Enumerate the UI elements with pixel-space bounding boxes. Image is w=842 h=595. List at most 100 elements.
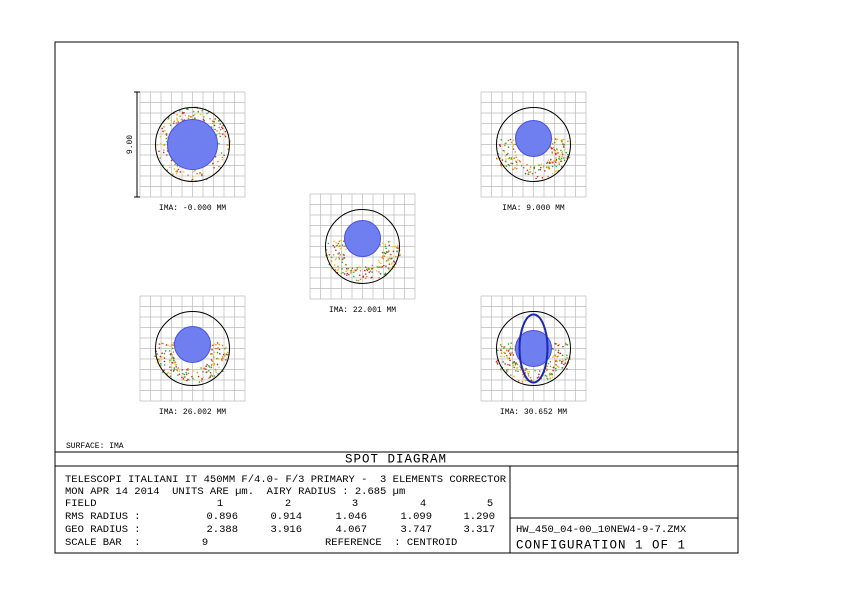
spot-dot <box>512 143 515 146</box>
spot-dot <box>214 368 217 371</box>
spot-dot <box>554 170 557 173</box>
spot-dot <box>162 144 165 146</box>
spot-dot <box>558 161 560 164</box>
spot-dot <box>551 160 553 163</box>
spot-dot <box>507 343 510 345</box>
spot-dot <box>206 363 208 366</box>
spot-dot <box>213 356 215 359</box>
info-line: MON APR 14 2014 UNITS ARE µm. AIRY RADIU… <box>65 486 405 498</box>
spot-dot <box>566 343 569 346</box>
spot-dot <box>380 262 382 265</box>
spot-dot <box>385 250 388 253</box>
spot-dot <box>512 364 514 367</box>
spot-dot <box>500 165 503 168</box>
row-label: GEO RADIUS : <box>65 524 141 536</box>
spot-dot <box>558 163 561 165</box>
row-value: 1.046 <box>335 511 367 523</box>
spot-dot <box>184 379 186 382</box>
spot-dot <box>387 267 390 270</box>
spot-dot <box>175 170 177 173</box>
spot-dot <box>388 263 391 265</box>
spot-dot <box>552 369 554 372</box>
spot-dot <box>508 357 511 360</box>
spot-dot <box>512 148 515 150</box>
spot-dot <box>196 371 199 374</box>
spot-dot <box>502 149 505 152</box>
spot-dot <box>505 348 508 351</box>
spot-dot <box>217 120 220 122</box>
spot-dot <box>182 111 184 114</box>
spot-dot <box>158 358 161 361</box>
spot-dot <box>167 371 170 374</box>
spot-dot <box>187 378 189 381</box>
spot-dot <box>159 362 162 365</box>
spot-dot <box>340 239 342 242</box>
spot-dot <box>358 274 361 276</box>
field-label: FIELD <box>65 498 97 510</box>
spot-dot <box>555 359 558 362</box>
spot-dot <box>509 353 512 356</box>
spot-dot <box>542 166 545 169</box>
spot-dot <box>561 354 564 357</box>
spot-dot <box>382 257 385 260</box>
spot-dot <box>359 278 362 281</box>
spot-dot <box>509 346 512 348</box>
spot-dot <box>561 358 564 360</box>
spot-dot <box>345 270 347 273</box>
spot-dot <box>218 352 221 355</box>
spot-dot <box>532 380 534 382</box>
spot-dot <box>526 169 529 172</box>
spot-dot <box>553 149 556 151</box>
table: 1 2 3 4 5 RMS RADIUS : 0.896 0.914 1.046 1.099 1.2… <box>65 498 495 536</box>
spot-dot <box>560 165 563 168</box>
spot-dot <box>213 363 216 365</box>
airy-disc <box>155 107 230 182</box>
spot-dot <box>504 160 507 163</box>
spot-dot <box>538 373 540 376</box>
spot-dot <box>187 117 190 120</box>
spot-dot <box>163 360 166 363</box>
spot-dot <box>541 176 544 179</box>
spot-dot <box>347 268 349 271</box>
spot-dot <box>197 375 200 378</box>
spot-dot <box>557 152 560 154</box>
spot-dot <box>338 256 340 259</box>
spot-dot <box>345 248 347 251</box>
spot-dot <box>503 347 505 349</box>
spot-dot <box>371 264 374 267</box>
spot-dot <box>339 254 342 256</box>
spot-dot <box>553 159 556 162</box>
spot-dot <box>193 113 196 116</box>
spot-dot <box>179 171 182 173</box>
spot-dot <box>343 273 346 275</box>
spot-dot <box>389 267 391 270</box>
spot-dot <box>381 251 384 254</box>
field-number: 4 <box>420 498 426 510</box>
spot-dot <box>359 270 362 272</box>
spot-dot <box>496 361 499 364</box>
spot-dot <box>510 374 512 376</box>
spot-dot <box>338 252 340 254</box>
spot-dot <box>352 271 355 274</box>
spot-dot <box>365 275 368 278</box>
spot-dot <box>383 264 385 267</box>
spot-dot <box>507 152 509 155</box>
spot-dot <box>176 117 178 119</box>
spot-dot <box>533 166 536 169</box>
spot-dot <box>158 343 161 345</box>
spot-dot <box>169 358 171 361</box>
spot-dot <box>394 245 397 248</box>
spot-dot <box>540 166 542 169</box>
spot-dot <box>560 157 563 160</box>
spot-dot <box>350 271 352 274</box>
spot-dot <box>218 126 220 129</box>
spot-dot <box>383 251 386 254</box>
spot-dot <box>546 161 549 163</box>
row-value: 1.099 <box>400 511 432 523</box>
spot-dot <box>376 266 379 268</box>
spot-dot <box>512 145 514 147</box>
spot-dot <box>500 352 503 354</box>
spot-dot <box>216 347 218 350</box>
spot-dot <box>510 141 513 144</box>
spot-dot <box>516 367 518 369</box>
